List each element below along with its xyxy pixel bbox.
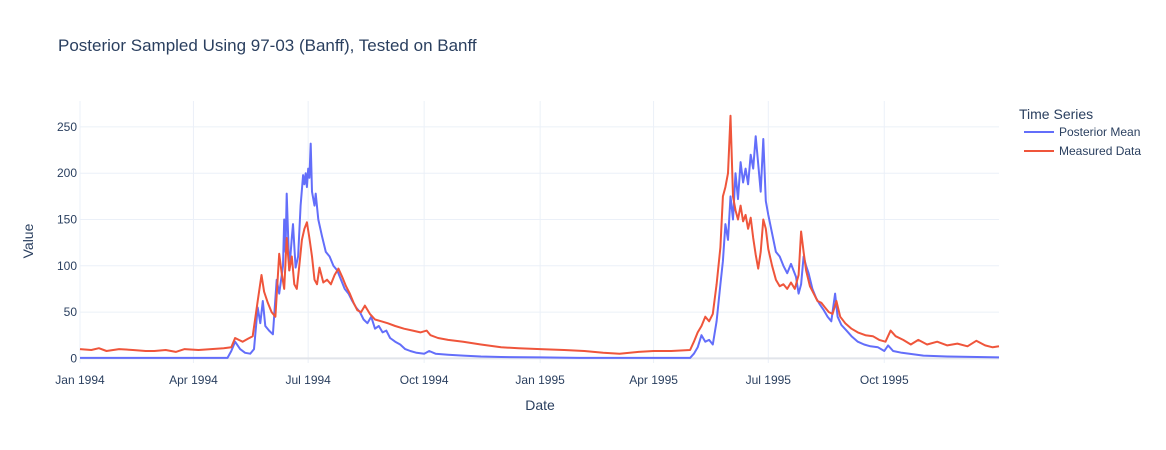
legend-label-measured-data: Measured Data [1059,144,1141,158]
series-lines [79,114,1000,359]
x-tick-label: Jul 1994 [285,373,331,387]
y-tick-label: 100 [57,259,77,273]
gridlines [79,101,999,363]
legend: Time Series Posterior Mean Measured Data [1019,106,1141,158]
x-tick-label: Jul 1995 [746,373,792,387]
y-tick-label: 250 [57,120,77,134]
x-tick-label: Jan 1995 [515,373,565,387]
y-tick-label: 0 [70,351,77,365]
x-axis-title: Date [525,397,555,413]
x-tick-label: Apr 1994 [169,373,218,387]
x-tick-label: Jan 1994 [55,373,105,387]
series-line-measured-data [79,114,1000,355]
y-axis-ticks: 0 50 100 150 200 250 [57,120,77,365]
chart-title: Posterior Sampled Using 97-03 (Banff), T… [58,36,477,55]
x-tick-label: Apr 1995 [629,373,678,387]
legend-label-posterior-mean: Posterior Mean [1059,125,1140,139]
y-tick-label: 150 [57,213,77,227]
legend-item-posterior-mean[interactable]: Posterior Mean [1024,125,1140,139]
legend-title: Time Series [1019,106,1093,122]
x-tick-label: Oct 1995 [860,373,909,387]
x-tick-label: Oct 1994 [400,373,449,387]
y-tick-label: 50 [64,305,78,319]
y-tick-label: 200 [57,166,77,180]
x-axis-ticks: Jan 1994 Apr 1994 Jul 1994 Oct 1994 Jan 1995… [55,373,909,387]
y-axis-title: Value [20,223,36,258]
legend-item-measured-data[interactable]: Measured Data [1024,144,1141,158]
